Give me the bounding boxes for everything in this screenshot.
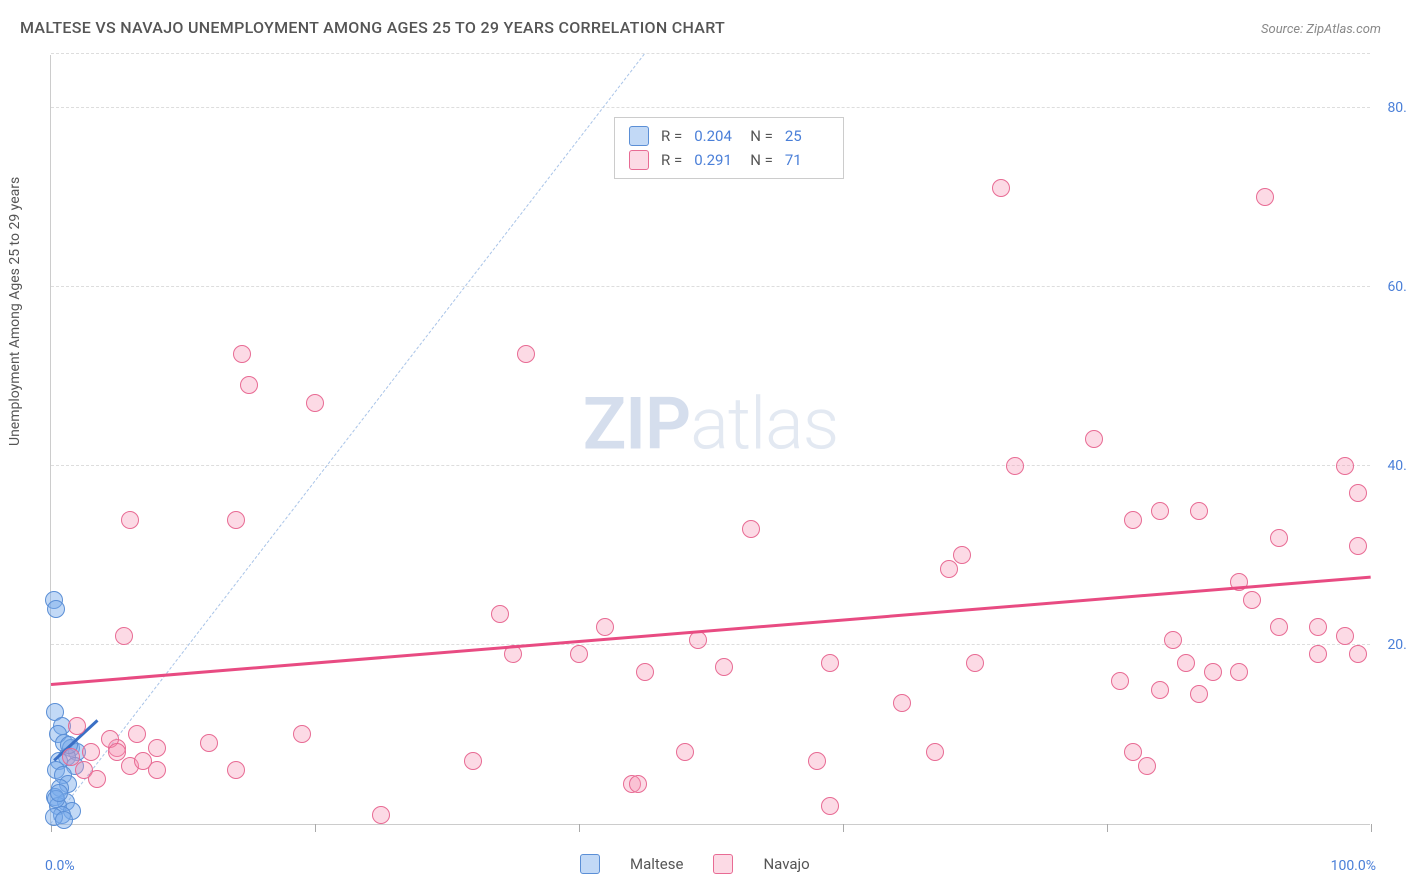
watermark: ZIPatlas	[583, 382, 839, 467]
stats-row-maltese: R = 0.204 N = 25	[629, 124, 829, 148]
data-point	[940, 560, 958, 578]
data-point	[953, 546, 971, 564]
legend-label-navajo: Navajo	[763, 855, 809, 873]
x-tick-100: 100.0%	[1331, 858, 1376, 874]
data-point	[464, 752, 482, 770]
data-point	[517, 345, 535, 363]
legend-swatch-navajo	[713, 854, 733, 874]
data-point	[596, 618, 614, 636]
data-point	[689, 631, 707, 649]
stats-row-navajo: R = 0.291 N = 71	[629, 148, 829, 172]
data-point	[1270, 618, 1288, 636]
data-point	[1124, 743, 1142, 761]
data-point	[1204, 663, 1222, 681]
data-point	[1243, 591, 1261, 609]
data-point	[1349, 537, 1367, 555]
data-point	[1151, 681, 1169, 699]
data-point	[491, 605, 509, 623]
x-tick	[579, 824, 580, 832]
data-point	[570, 645, 588, 663]
data-point	[742, 520, 760, 538]
data-point	[1138, 757, 1156, 775]
data-point	[115, 627, 133, 645]
data-point	[88, 770, 106, 788]
data-point	[293, 725, 311, 743]
correlation-chart: MALTESE VS NAVAJO UNEMPLOYMENT AMONG AGE…	[0, 0, 1406, 892]
data-point	[227, 511, 245, 529]
data-point	[636, 663, 654, 681]
x-tick	[1371, 824, 1372, 832]
y-tick-label: 40.0%	[1387, 458, 1406, 474]
data-point	[227, 761, 245, 779]
x-tick	[1107, 824, 1108, 832]
data-point	[1190, 685, 1208, 703]
data-point	[47, 600, 65, 618]
data-point	[1349, 484, 1367, 502]
data-point	[1309, 618, 1327, 636]
plot-area: ZIPatlas R = 0.204 N = 25 R = 0.291 N = …	[50, 55, 1370, 825]
gridline-h	[51, 53, 1370, 54]
data-point	[148, 739, 166, 757]
x-tick-0: 0.0%	[45, 858, 75, 874]
data-point	[233, 345, 251, 363]
diagonal-reference-line	[50, 53, 645, 824]
trend-line	[51, 575, 1371, 685]
data-point	[629, 775, 647, 793]
data-point	[821, 654, 839, 672]
source-credit: Source: ZipAtlas.com	[1261, 22, 1381, 37]
stats-legend-box: R = 0.204 N = 25 R = 0.291 N = 71	[614, 117, 844, 179]
data-point	[1124, 511, 1142, 529]
data-point	[821, 797, 839, 815]
data-point	[62, 748, 80, 766]
data-point	[893, 694, 911, 712]
data-point	[68, 717, 86, 735]
legend-label-maltese: Maltese	[630, 855, 683, 873]
y-tick-label: 60.0%	[1387, 279, 1406, 295]
chart-title: MALTESE VS NAVAJO UNEMPLOYMENT AMONG AGE…	[20, 18, 725, 37]
data-point	[240, 376, 258, 394]
data-point	[1336, 627, 1354, 645]
x-tick	[315, 824, 316, 832]
data-point	[1270, 529, 1288, 547]
bottom-legend: Maltese Navajo	[580, 854, 810, 874]
data-point	[926, 743, 944, 761]
data-point	[1111, 672, 1129, 690]
data-point	[50, 784, 68, 802]
data-point	[128, 725, 146, 743]
swatch-maltese	[629, 126, 649, 146]
data-point	[134, 752, 152, 770]
data-point	[1177, 654, 1195, 672]
x-tick	[843, 824, 844, 832]
data-point	[372, 806, 390, 824]
data-point	[1349, 645, 1367, 663]
y-axis-label: Unemployment Among Ages 25 to 29 years	[7, 177, 23, 446]
data-point	[82, 743, 100, 761]
data-point	[715, 658, 733, 676]
data-point	[1085, 430, 1103, 448]
legend-swatch-maltese	[580, 854, 600, 874]
data-point	[55, 811, 73, 829]
data-point	[1164, 631, 1182, 649]
data-point	[200, 734, 218, 752]
data-point	[1006, 457, 1024, 475]
data-point	[306, 394, 324, 412]
swatch-navajo	[629, 150, 649, 170]
data-point	[992, 179, 1010, 197]
data-point	[966, 654, 984, 672]
data-point	[676, 743, 694, 761]
gridline-h	[51, 465, 1370, 466]
data-point	[1336, 457, 1354, 475]
data-point	[1309, 645, 1327, 663]
gridline-h	[51, 107, 1370, 108]
data-point	[121, 511, 139, 529]
gridline-h	[51, 286, 1370, 287]
data-point	[1256, 188, 1274, 206]
data-point	[1190, 502, 1208, 520]
data-point	[1151, 502, 1169, 520]
data-point	[808, 752, 826, 770]
y-tick-label: 20.0%	[1387, 637, 1406, 653]
data-point	[1230, 663, 1248, 681]
y-tick-label: 80.0%	[1387, 100, 1406, 116]
